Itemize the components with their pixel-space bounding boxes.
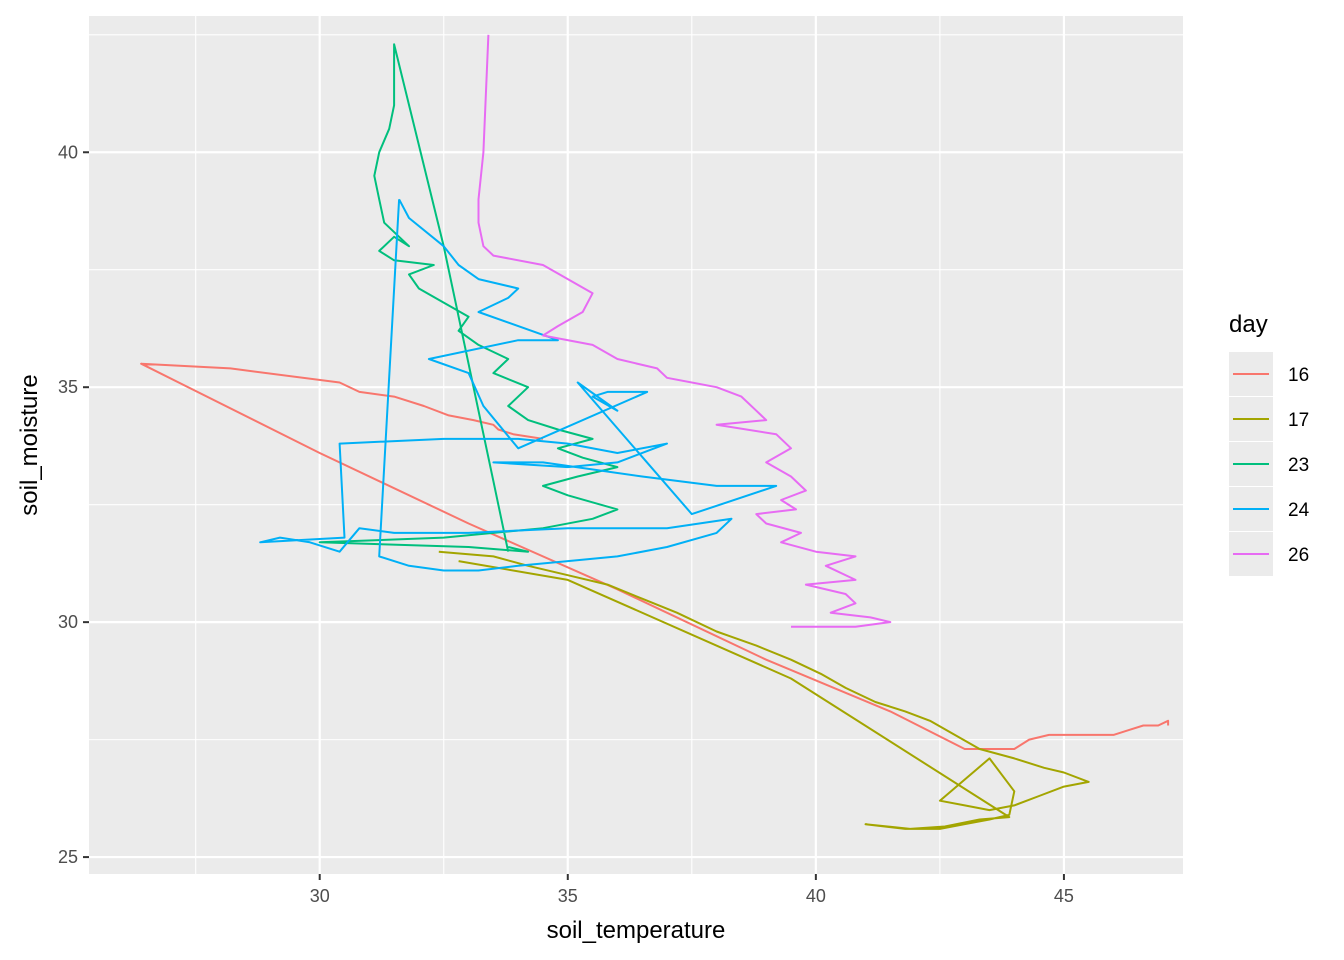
series-lines	[140, 34, 1170, 830]
x-axis-title: soil_temperature	[547, 917, 726, 944]
x-tick-label: 40	[806, 886, 826, 906]
series-line-26	[477, 34, 892, 628]
plot-panel	[89, 16, 1183, 874]
x-tick-label: 30	[310, 886, 330, 906]
y-tick-label: 35	[58, 377, 78, 397]
series-line-17	[438, 550, 1090, 830]
legend-label-16: 16	[1288, 365, 1309, 386]
y-axis: 25 30 35 40	[58, 142, 89, 867]
series-line-23	[318, 43, 619, 553]
x-axis: 30 35 40 45	[310, 874, 1074, 906]
y-tick-label: 25	[58, 847, 78, 867]
y-tick-label: 40	[58, 142, 78, 162]
x-tick-label: 45	[1054, 886, 1074, 906]
legend-label-24: 24	[1288, 500, 1310, 521]
y-tick-label: 30	[58, 612, 78, 632]
y-axis-title: soil_moisture	[16, 374, 43, 515]
legend-label-26: 26	[1288, 545, 1309, 566]
legend-label-23: 23	[1288, 455, 1309, 476]
legend-title: day	[1229, 311, 1268, 338]
legend-label-17: 17	[1288, 410, 1309, 431]
legend: day 16 17 23 24 26	[1229, 311, 1310, 576]
minor-grid	[89, 16, 1183, 874]
x-tick-label: 35	[558, 886, 578, 906]
series-line-24	[259, 198, 778, 572]
